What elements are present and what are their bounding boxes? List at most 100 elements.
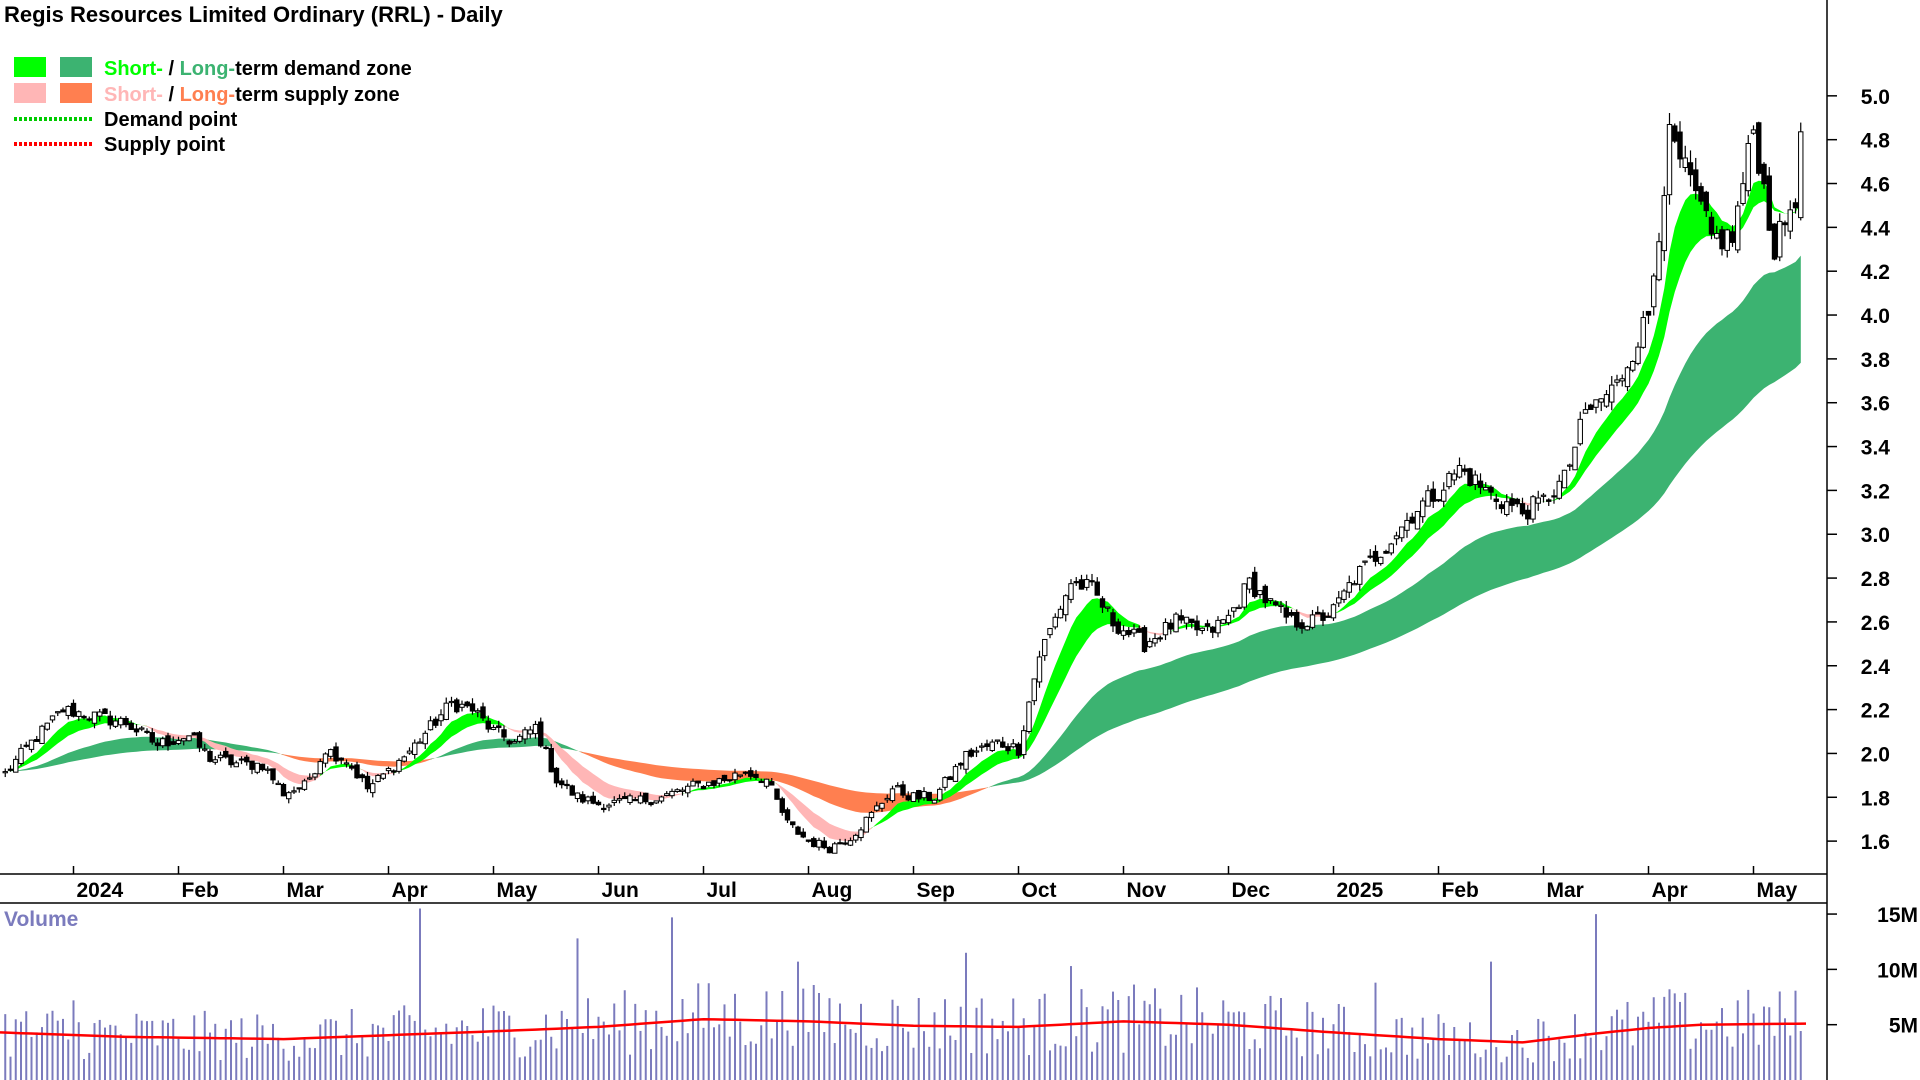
candle-body [543, 746, 549, 749]
candle-body [1099, 598, 1106, 608]
candle-body [1624, 367, 1631, 388]
candle-body [737, 774, 743, 777]
candle-body [406, 750, 413, 754]
candle-body [664, 793, 670, 797]
candle-body [1467, 468, 1473, 486]
candle-body [254, 762, 260, 773]
candle-body [91, 711, 98, 724]
candle-body [952, 766, 959, 782]
candle-body [118, 717, 124, 726]
candle-body [1026, 701, 1032, 732]
candle-body [590, 795, 596, 804]
candle-body [1640, 317, 1646, 348]
short-demand-zone [5, 715, 147, 772]
candle-body [443, 702, 449, 720]
candle-body [774, 788, 780, 800]
candle-body [34, 739, 40, 742]
candle-body [1462, 468, 1468, 472]
candle-body [805, 839, 812, 842]
candle-body [1073, 581, 1079, 584]
candle-body [1015, 743, 1022, 756]
candle-body [1000, 741, 1006, 748]
candle-body [580, 794, 586, 803]
legend-supply-zone-label: Short- / Long-term supply zone [104, 84, 400, 106]
price-tick-label: 3.6 [1861, 393, 1890, 416]
short-demand-zone [871, 598, 1145, 829]
candle-body [128, 722, 134, 730]
candle-body [60, 709, 66, 713]
candle-body [107, 715, 113, 726]
legend-demand-short-word: Short- [104, 58, 163, 80]
candle-body [979, 745, 985, 748]
candle-body [112, 720, 119, 727]
candle-body [1078, 579, 1085, 590]
candle-body [763, 778, 770, 787]
candle-body [81, 715, 87, 719]
candle-body [795, 826, 801, 835]
candle-body [1336, 597, 1342, 604]
candle-body [1556, 480, 1562, 499]
candle-body [275, 782, 281, 786]
candle-body [1582, 409, 1589, 414]
candle-body [170, 741, 176, 745]
candle-body [212, 759, 218, 763]
candle-body [301, 780, 308, 790]
short-demand-zone [682, 777, 777, 794]
time-tick-label: Mar [287, 879, 324, 902]
candle-body [1740, 183, 1746, 205]
candle-body [863, 816, 869, 833]
volume-tick-label: 5M [1889, 1015, 1918, 1038]
candle-body [1236, 606, 1242, 610]
short-demand-zone [1165, 598, 1297, 633]
candle-body [1084, 579, 1090, 588]
candle-body [1120, 630, 1127, 636]
candle-body [727, 779, 733, 782]
price-tick-label: 4.0 [1861, 305, 1890, 328]
short-supply-zone [504, 724, 688, 801]
long-demand-zone [987, 255, 1801, 789]
candle-body [1267, 598, 1274, 602]
candle-body [1341, 590, 1347, 600]
candle-body [1483, 486, 1489, 491]
candle-body [1477, 480, 1484, 488]
candle-body [574, 792, 581, 800]
legend-supply-short-word: Short- [104, 84, 163, 106]
candles-layer [2, 113, 1804, 854]
price-tick-label: 3.8 [1861, 349, 1891, 372]
candle-body [1651, 275, 1657, 308]
time-tick-label: Oct [1022, 879, 1057, 902]
price-axis: 1.6 1.8 2.0 2.2 2.4 2.6 2.8 3.0 3.2 3.4 3.6 3.8 4.0 4… [1827, 86, 1890, 854]
candle-body [1509, 498, 1515, 506]
legend-long-demand-swatch [60, 57, 92, 77]
candle-body [186, 735, 192, 742]
candle-body [1567, 464, 1573, 467]
candle-body [1346, 582, 1352, 593]
candle-body [1519, 503, 1526, 515]
candle-body [994, 739, 1001, 742]
candle-body [916, 789, 922, 800]
candle-body [1425, 490, 1431, 507]
candle-body [816, 839, 822, 848]
candle-body [396, 759, 402, 772]
candle-body [1672, 125, 1678, 142]
candle-body [1309, 614, 1316, 628]
candle-body [70, 702, 77, 717]
candle-body [401, 756, 407, 762]
candle-body [1603, 394, 1610, 407]
candle-body [837, 842, 843, 845]
time-axis: 2024 Feb Mar Apr May Jun Jul Aug Sep Oct Nov Dec 202… [72, 866, 1798, 902]
candle-body [1635, 346, 1641, 364]
short-demand-zone [1538, 180, 1801, 503]
candle-body [1257, 590, 1263, 596]
candle-body [139, 727, 145, 730]
candle-body [569, 785, 575, 796]
candle-body [1714, 232, 1720, 239]
candle-body [1409, 516, 1415, 524]
candle-body [1362, 560, 1368, 563]
candle-body [1598, 398, 1604, 403]
candle-body [847, 840, 854, 846]
long-supply-zone [577, 750, 993, 813]
candle-body [1777, 220, 1783, 258]
candle-body [364, 775, 371, 790]
